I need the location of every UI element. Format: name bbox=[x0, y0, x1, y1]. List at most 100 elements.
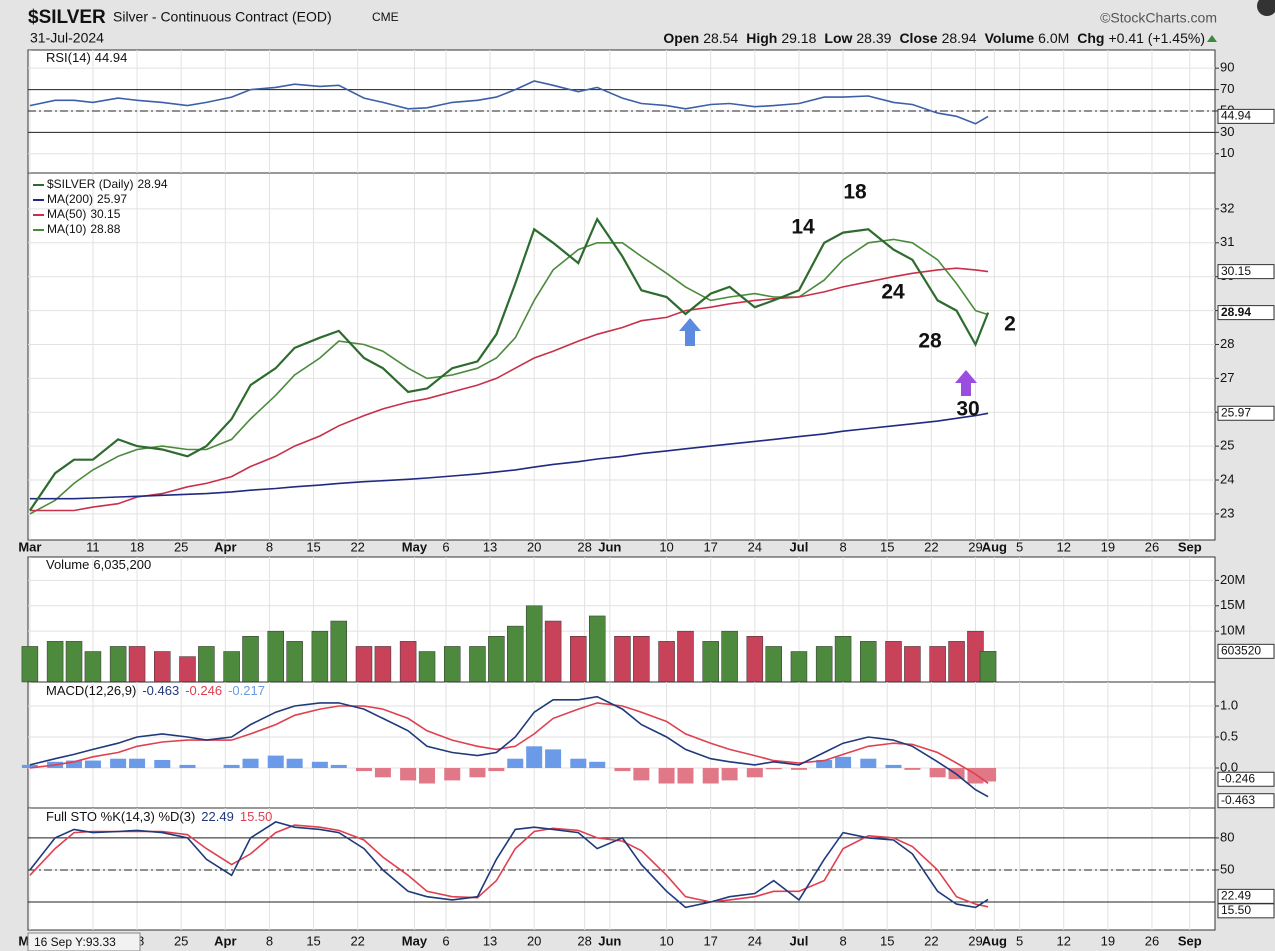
histogram-bar bbox=[374, 768, 391, 778]
volume-bar bbox=[948, 641, 965, 683]
annotation: 28 bbox=[918, 330, 942, 353]
x-tick-label: 5 bbox=[1016, 539, 1023, 554]
series-line bbox=[29, 80, 989, 125]
y-tick-label: 31 bbox=[1220, 234, 1234, 249]
x-tick-label: 24 bbox=[748, 539, 762, 554]
series-line bbox=[29, 702, 989, 784]
legend-entry: MACD(12,26,9) -0.463 -0.246 -0.217 bbox=[46, 683, 265, 698]
histogram-bar bbox=[885, 764, 902, 769]
value-box-label: 28.94 bbox=[1221, 305, 1251, 319]
legend-name: $SILVER (Daily) bbox=[47, 177, 133, 191]
histogram-bar bbox=[570, 758, 587, 769]
legend-name: Full STO %K(14,3) %D(3) bbox=[46, 809, 195, 824]
x-tick-label: 8 bbox=[266, 539, 273, 554]
volume-bar bbox=[65, 641, 83, 683]
x-tick-label: 15 bbox=[880, 539, 894, 554]
x-tick-label: 22 bbox=[924, 539, 938, 554]
y-tick-label: 70 bbox=[1220, 81, 1234, 96]
value-box-label: -0.246 bbox=[1221, 771, 1255, 785]
x-tick-label: Jun bbox=[598, 933, 621, 948]
value-box-label: -0.463 bbox=[1221, 793, 1255, 807]
quote-label: Volume bbox=[985, 30, 1035, 46]
histogram-bar bbox=[419, 768, 436, 784]
y-tick-label: 50 bbox=[1220, 861, 1234, 876]
histogram-bar bbox=[355, 768, 372, 772]
close-button[interactable] bbox=[1257, 0, 1275, 16]
histogram-bar bbox=[835, 756, 852, 769]
legend-name: MACD(12,26,9) bbox=[46, 683, 136, 698]
histogram-bar bbox=[223, 764, 240, 769]
volume-bar bbox=[658, 641, 675, 683]
arrow bbox=[955, 370, 977, 396]
value-box-label: 30.15 bbox=[1221, 264, 1251, 278]
y-tick-label: 20M bbox=[1220, 572, 1245, 587]
legend-value: 22.49 bbox=[201, 809, 234, 824]
volume-bar bbox=[677, 630, 694, 683]
x-tick-label: Jul bbox=[790, 539, 809, 554]
legend-value: -0.217 bbox=[228, 683, 265, 698]
x-tick-label: Aug bbox=[982, 933, 1007, 948]
volume-bar bbox=[84, 651, 102, 683]
x-tick-label: May bbox=[402, 539, 428, 554]
x-tick-label: 8 bbox=[839, 933, 846, 948]
legend-value: 6,035,200 bbox=[93, 557, 151, 572]
quote-value: 6.0M bbox=[1038, 30, 1069, 46]
tooltip-box bbox=[27, 932, 141, 951]
x-tick-label: Sep bbox=[1178, 933, 1202, 948]
y-tick-label: 0.0 bbox=[1220, 759, 1238, 774]
volume-bar bbox=[267, 630, 284, 683]
x-tick-label: Jul bbox=[790, 933, 809, 948]
x-tick-label: 13 bbox=[483, 539, 497, 554]
x-tick-label: May bbox=[402, 933, 428, 948]
histogram-bar bbox=[589, 761, 606, 769]
volume-bar bbox=[885, 641, 902, 683]
value-box-label: 25.97 bbox=[1221, 405, 1251, 419]
quote-value: +0.41 (+1.45%) bbox=[1108, 30, 1205, 46]
histogram-bar bbox=[110, 758, 127, 769]
x-tick-label: 15 bbox=[880, 933, 894, 948]
x-tick-label: 25 bbox=[174, 539, 188, 554]
volume-bar bbox=[109, 646, 127, 683]
histogram-bar bbox=[286, 758, 303, 769]
x-tick-label: 28 bbox=[577, 539, 591, 554]
arrow bbox=[679, 318, 701, 346]
panel bbox=[27, 807, 1216, 931]
up-indicator bbox=[1207, 35, 1217, 42]
legend-value: 15.50 bbox=[240, 809, 273, 824]
series-line bbox=[29, 821, 989, 909]
x-tick-label: 6 bbox=[442, 539, 449, 554]
value-box-label: 603520 bbox=[1221, 644, 1261, 658]
volume-bar bbox=[179, 656, 196, 683]
histogram-bar bbox=[84, 760, 101, 769]
panel bbox=[27, 172, 1216, 541]
histogram-bar bbox=[614, 768, 631, 772]
volume-bar bbox=[469, 646, 486, 683]
legend-entry: Volume 6,035,200 bbox=[46, 557, 151, 572]
panel bbox=[27, 681, 1216, 809]
legend-name: MA(50) bbox=[47, 207, 86, 221]
histogram-bar bbox=[980, 768, 997, 782]
x-tick-label: 8 bbox=[839, 539, 846, 554]
volume-bar bbox=[311, 630, 329, 683]
legend-entry: Full STO %K(14,3) %D(3) 22.49 15.50 bbox=[46, 809, 272, 824]
histogram-bar bbox=[507, 758, 524, 769]
histogram-bar bbox=[816, 759, 833, 769]
histogram-bar bbox=[545, 749, 562, 769]
volume-bar bbox=[507, 625, 524, 683]
series-line bbox=[29, 695, 989, 798]
x-tick-label: 22 bbox=[350, 933, 364, 948]
value-box-label: 44.94 bbox=[1221, 109, 1251, 123]
histogram-bar bbox=[311, 761, 328, 769]
x-tick-label: 13 bbox=[483, 933, 497, 948]
legend-value: -0.246 bbox=[185, 683, 222, 698]
series-line bbox=[29, 412, 989, 500]
histogram-bar bbox=[633, 768, 650, 781]
x-tick-label: 29 bbox=[968, 933, 982, 948]
legend-value: 28.94 bbox=[137, 177, 167, 191]
y-tick-label: 32 bbox=[1220, 200, 1234, 215]
volume-bar bbox=[330, 620, 348, 683]
volume-bar bbox=[242, 636, 259, 683]
histogram-bar bbox=[330, 764, 347, 769]
quote-value: 28.39 bbox=[856, 30, 891, 46]
